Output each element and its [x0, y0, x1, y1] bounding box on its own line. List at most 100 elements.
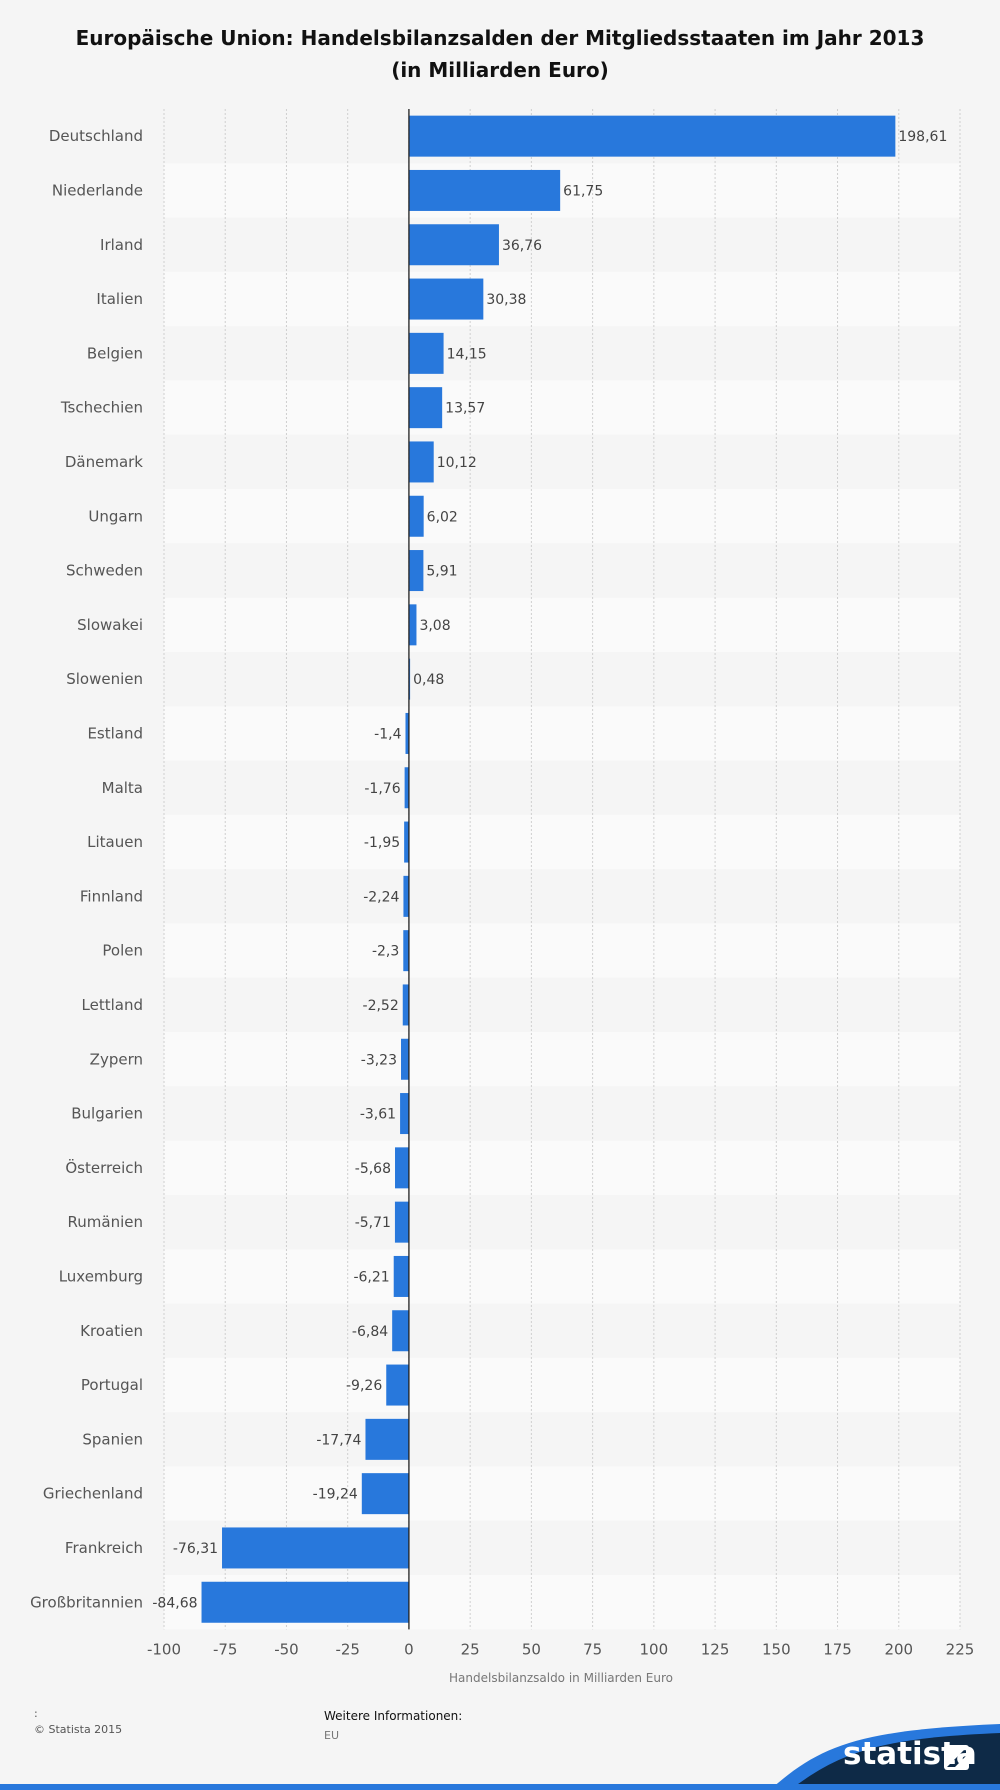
category-label: Kroatien	[80, 1322, 143, 1340]
row-band	[164, 326, 960, 381]
value-label: 5,91	[426, 564, 457, 580]
value-label: 10,12	[437, 455, 477, 471]
row-band	[164, 1357, 960, 1413]
value-label: 6,02	[427, 509, 458, 525]
category-label: Irland	[100, 236, 143, 254]
chart-subtitle: (in Milliarden Euro)	[391, 58, 609, 82]
bar	[408, 115, 896, 157]
value-label: -84,68	[152, 1595, 197, 1611]
row-band	[164, 652, 960, 707]
value-label: 36,76	[502, 238, 542, 254]
value-label: -6,84	[352, 1324, 388, 1340]
source-marker: :	[34, 1707, 38, 1720]
value-label: -5,68	[355, 1161, 391, 1177]
bar	[408, 278, 484, 320]
bar	[402, 984, 409, 1026]
x-tick-label: 125	[701, 1640, 730, 1658]
row-band	[164, 543, 960, 598]
row-band	[164, 1412, 960, 1467]
value-label: -9,26	[346, 1378, 382, 1394]
row-band	[164, 814, 960, 870]
bar	[408, 550, 424, 592]
row-band	[164, 1140, 960, 1195]
category-label: Polen	[102, 942, 143, 960]
bar	[394, 1201, 409, 1243]
row-band	[164, 434, 960, 490]
category-label: Tschechien	[60, 399, 143, 417]
category-label: Griechenland	[43, 1485, 143, 1503]
category-label: Ungarn	[88, 507, 143, 525]
chart-title: Europäische Union: Handelsbilanzsalden d…	[75, 26, 925, 50]
bar	[408, 224, 499, 266]
value-label: -5,71	[355, 1215, 391, 1231]
bar	[393, 1255, 409, 1297]
bar	[405, 712, 409, 754]
value-label: -2,24	[363, 889, 399, 905]
copyright-text: © Statista 2015	[34, 1723, 123, 1736]
value-label: -3,61	[360, 1107, 396, 1123]
bar	[401, 1038, 409, 1080]
bar	[408, 169, 561, 211]
category-label: Finnland	[80, 887, 143, 905]
bar	[365, 1418, 409, 1460]
category-label: Estland	[87, 724, 143, 742]
value-label: -1,4	[374, 726, 401, 742]
category-label: Luxemburg	[59, 1267, 143, 1285]
x-tick-labels: -100 -75 -50 -25 0 25 50 75 100 125 150 175 200 225	[147, 1640, 974, 1658]
row-band	[164, 869, 960, 924]
bar	[408, 332, 444, 374]
x-axis-label: Handelsbilanzsaldo in Milliarden Euro	[449, 1671, 673, 1685]
value-label: 61,75	[563, 183, 603, 199]
category-label: Großbritannien	[30, 1593, 143, 1611]
row-band	[164, 1086, 960, 1141]
bar	[403, 875, 409, 917]
row-band	[164, 1249, 960, 1304]
value-label: -76,31	[173, 1541, 218, 1557]
row-band	[164, 706, 960, 761]
bar	[392, 1310, 409, 1352]
row-band	[164, 1466, 960, 1521]
value-label: 198,61	[898, 129, 947, 145]
category-label: Schweden	[66, 562, 143, 580]
bar	[404, 821, 409, 863]
footer-info: Weitere Informationen: EU	[324, 1706, 462, 1746]
x-tick-label: 150	[762, 1640, 791, 1658]
category-label: Slowakei	[77, 616, 143, 634]
x-tick-label: 50	[522, 1640, 541, 1658]
bar	[408, 604, 417, 646]
info-value: EU	[324, 1729, 340, 1742]
category-label: Dänemark	[65, 453, 143, 471]
value-label: -1,76	[364, 781, 400, 797]
value-label: 30,38	[486, 292, 526, 308]
x-tick-label: -75	[213, 1640, 238, 1658]
category-label: Deutschland	[49, 127, 143, 145]
x-tick-label: 0	[404, 1640, 414, 1658]
category-label: Portugal	[81, 1376, 143, 1394]
bar	[361, 1473, 409, 1515]
bar	[404, 767, 409, 809]
x-tick-label: -25	[335, 1640, 360, 1658]
bar	[403, 930, 409, 972]
footer-source: : © Statista 2015	[34, 1706, 122, 1738]
category-label: Frankreich	[65, 1539, 143, 1557]
bar	[408, 387, 443, 429]
value-label: 3,08	[419, 618, 450, 634]
row-bands	[164, 109, 960, 1630]
category-label: Bulgarien	[71, 1105, 143, 1123]
value-labels: 198,61 61,75 36,76 30,38 14,15 13,57 10,12 6,02…	[152, 129, 947, 1611]
value-label: 13,57	[445, 401, 485, 417]
category-label: Rumänien	[68, 1213, 143, 1231]
category-label: Spanien	[82, 1430, 143, 1448]
value-label: -17,74	[316, 1432, 361, 1448]
bar	[395, 1147, 409, 1189]
x-tick-label: 175	[823, 1640, 852, 1658]
category-label: Litauen	[87, 833, 143, 851]
row-band	[164, 1303, 960, 1358]
category-label: Belgien	[87, 344, 143, 362]
row-band	[164, 977, 960, 1033]
value-label: 14,15	[447, 346, 487, 362]
bar	[408, 441, 434, 483]
row-band	[164, 597, 960, 652]
x-tick-label: 75	[583, 1640, 602, 1658]
